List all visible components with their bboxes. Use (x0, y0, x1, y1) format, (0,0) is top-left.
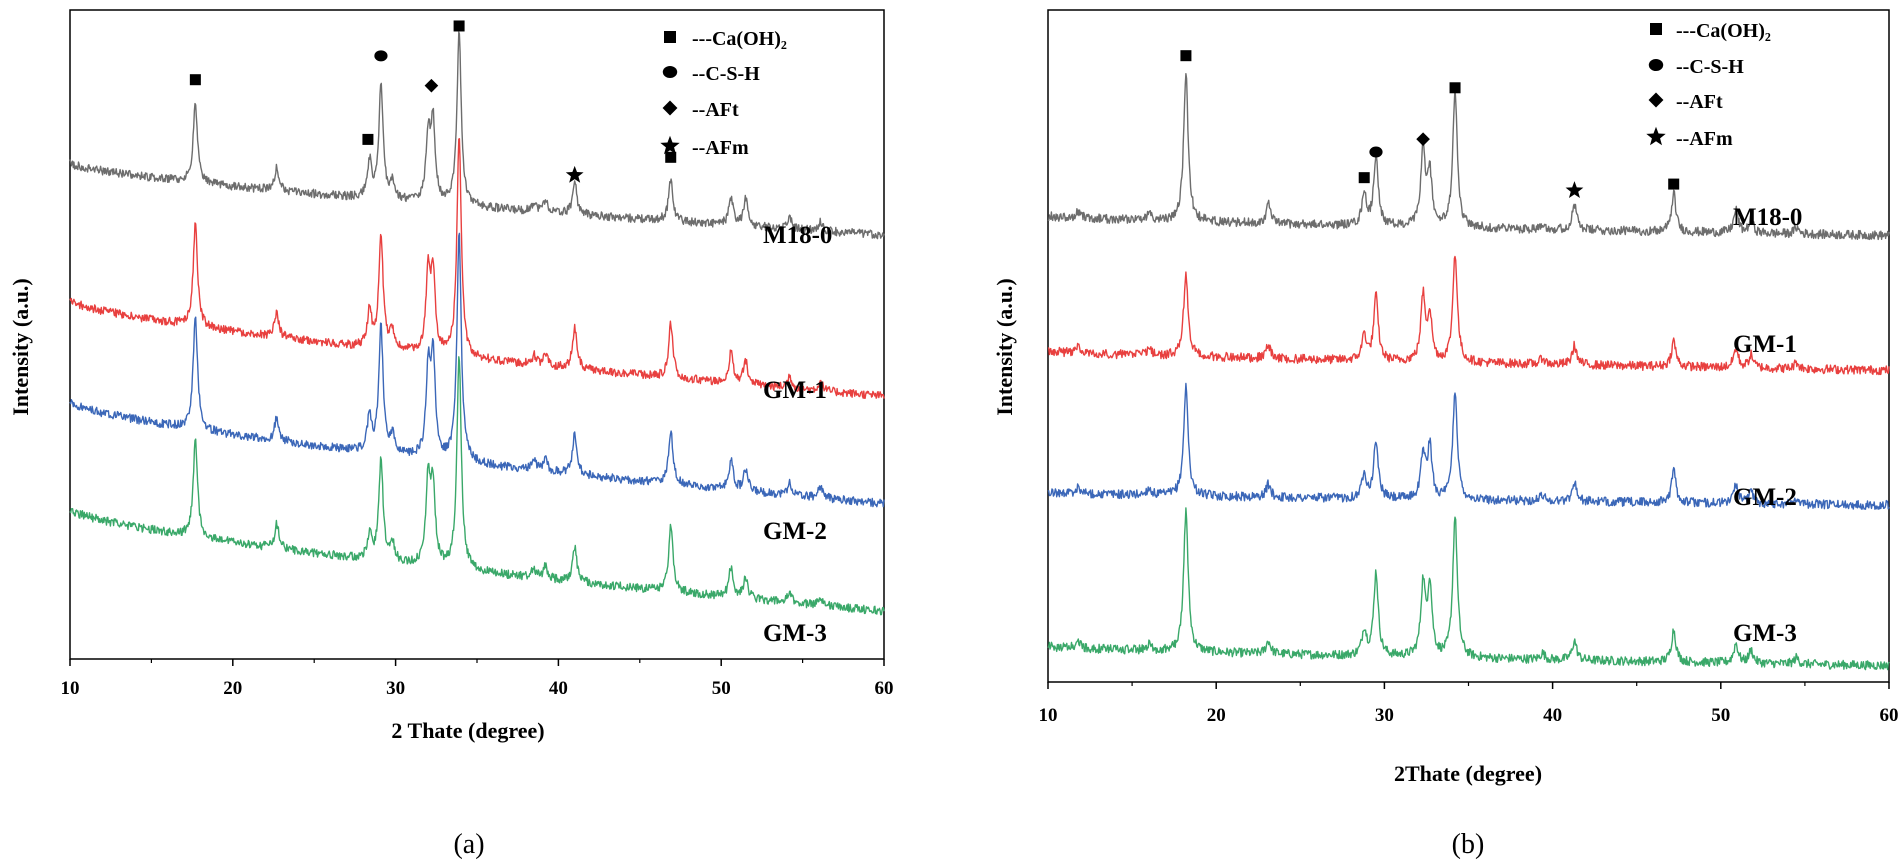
panel-a-label-gm-2: GM-2 (763, 518, 827, 545)
x-tick-label: 60 (875, 678, 894, 699)
panel-a-label-m18-0: M18-0 (763, 222, 832, 249)
panel-a-ticks: 10 20 30 40 50 60 (61, 659, 894, 699)
panel-b-label-gm-2: GM-2 (1733, 484, 1797, 511)
series-line-gm-3 (1047, 507, 1890, 671)
panel-b-legend-c-s-h: --C-S-H (1676, 56, 1744, 78)
star-legend-icon (1646, 126, 1666, 146)
panel-b-label-m18-0: M18-0 (1733, 204, 1802, 231)
panel-b-markers (1180, 50, 1680, 199)
circle-legend-icon (1648, 59, 1664, 71)
circle-peak-marker-2 (1369, 146, 1383, 158)
panel-b: 10 20 30 40 50 60 M18-0 GM-1 GM-2 GM-3 ---Ca(… (992, 9, 1899, 860)
panel-b-series-labels: M18-0 GM-1 GM-2 GM-3 (1733, 204, 1802, 647)
series-line-m18-0 (69, 31, 885, 240)
x-tick-label: 60 (1880, 705, 1899, 726)
panel-b-x-axis-title: 2Thate (degree) (1394, 761, 1542, 786)
series-line-gm-1 (1047, 255, 1890, 376)
panel-a-label-gm-3: GM-3 (763, 620, 827, 647)
square-peak-marker-6 (1668, 178, 1680, 190)
panel-a-markers (189, 20, 677, 183)
x-tick-label: 50 (712, 678, 731, 699)
series-line-gm-3 (69, 356, 885, 616)
x-tick-label: 30 (386, 678, 405, 699)
panel-b-y-axis-title: Intensity (a.u.) (992, 278, 1017, 416)
diamond-peak-marker-3 (424, 78, 439, 93)
square-legend-icon (1650, 23, 1662, 35)
panel-a-series (69, 31, 885, 616)
panel-a-y-axis-title: Intensity (a.u.) (8, 278, 33, 416)
x-tick-label: 50 (1711, 705, 1730, 726)
series-line-gm-1 (69, 137, 885, 399)
x-tick-label: 10 (61, 678, 80, 699)
panel-b-legend-afm: --AFm (1676, 128, 1733, 150)
circle-peak-marker-2 (374, 50, 388, 62)
x-tick-label: 20 (1207, 705, 1226, 726)
star-legend-icon (660, 135, 680, 155)
panel-b-ticks: 10 20 30 40 50 60 (1039, 682, 1899, 726)
panel-a-legend-ca-oh-2: ---Ca(OH)₂ (692, 28, 787, 50)
panel-a-legend-aft: --AFt (692, 99, 739, 121)
x-tick-label: 10 (1039, 705, 1058, 726)
panel-b-label-gm-3: GM-3 (1733, 620, 1797, 647)
diamond-peak-marker-3 (1416, 132, 1430, 146)
x-tick-label: 40 (549, 678, 568, 699)
series-line-gm-2 (1047, 382, 1890, 510)
panel-a-legend-c-s-h: --C-S-H (692, 63, 760, 85)
panel-a-caption: (a) (453, 829, 484, 860)
square-peak-marker-1 (362, 133, 374, 145)
circle-legend-icon (662, 66, 678, 78)
x-tick-label: 30 (1375, 705, 1394, 726)
square-peak-marker-4 (1449, 82, 1461, 94)
square-peak-marker-6 (665, 151, 677, 163)
series-line-m18-0 (1047, 72, 1890, 241)
x-tick-label: 20 (223, 678, 242, 699)
square-peak-marker-0 (1180, 50, 1192, 62)
diamond-legend-icon (662, 100, 678, 116)
panel-a-frame (69, 9, 885, 660)
panel-b-legend-ca-oh-2: ---Ca(OH)₂ (1676, 20, 1771, 42)
panel-b-legend: ---Ca(OH)₂ --C-S-H --AFt --AFm (1646, 20, 1771, 150)
square-peak-marker-0 (189, 74, 201, 86)
panel-a-legend: ---Ca(OH)₂ --C-S-H --AFt --AFm (660, 28, 787, 159)
panel-a-legend-afm: --AFm (692, 137, 749, 159)
square-peak-marker-1 (1358, 172, 1370, 184)
star-peak-marker-5 (1565, 181, 1584, 199)
star-peak-marker-5 (565, 165, 584, 183)
panel-b-caption: (b) (1452, 829, 1485, 860)
panel-b-legend-aft: --AFt (1676, 91, 1723, 113)
series-line-gm-2 (69, 232, 885, 508)
panel-b-series (1047, 72, 1890, 671)
diamond-legend-icon (1648, 92, 1664, 108)
panel-a-series-labels: M18-0 GM-1 GM-2 GM-3 (763, 222, 832, 647)
panel-b-label-gm-1: GM-1 (1733, 331, 1797, 358)
square-peak-marker-4 (453, 20, 465, 32)
panel-a: 10 20 30 40 50 60 M18-0 GM-1 GM-2 GM-3 ---Ca(… (8, 9, 894, 860)
square-legend-icon (664, 31, 676, 43)
panel-a-label-gm-1: GM-1 (763, 377, 827, 404)
panel-a-x-axis-title: 2 Thate (degree) (391, 718, 544, 743)
x-tick-label: 40 (1543, 705, 1562, 726)
